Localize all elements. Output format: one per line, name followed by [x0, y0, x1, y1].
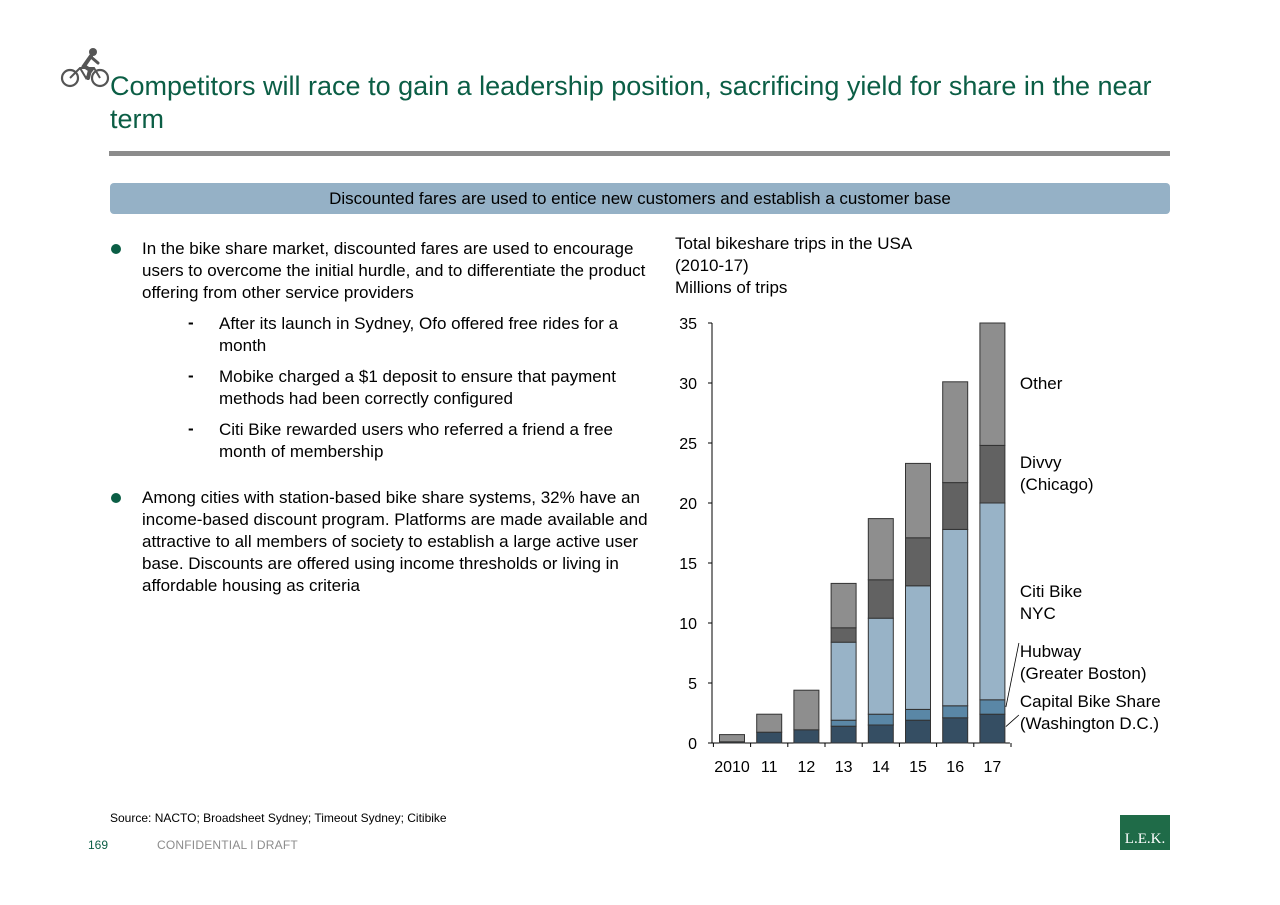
y-tick-label: 5 — [688, 676, 697, 693]
chart-subtitle: (2010-17) — [675, 256, 749, 275]
sub-bullet-item: - Citi Bike rewarded users who referred … — [142, 419, 648, 463]
bar-segment — [830, 627, 857, 643]
chart-title: Total bikeshare trips in the USA — [675, 234, 913, 253]
dash-icon: - — [188, 366, 194, 385]
bullet-text: Among cities with station-based bike sha… — [142, 488, 648, 595]
legend-label: Hubway — [1020, 642, 1082, 661]
bar-segment — [979, 444, 1006, 504]
bar-segment — [830, 582, 857, 629]
bar-segment — [867, 518, 894, 581]
sub-bullet-item: - Mobike charged a $1 deposit to ensure … — [142, 366, 648, 410]
bullet-item: In the bike share market, discounted far… — [108, 238, 648, 463]
legend-label: Citi Bike — [1020, 582, 1082, 601]
bar-segment — [905, 585, 931, 710]
bar-segment — [905, 537, 931, 587]
bullet-dot-icon — [111, 244, 121, 254]
x-tick-label: 14 — [872, 759, 890, 776]
page-title: Competitors will race to gain a leadersh… — [110, 71, 1152, 134]
x-tick-label: 16 — [946, 759, 964, 776]
y-tick-label: 15 — [679, 556, 697, 573]
bar-segment — [793, 729, 820, 744]
bar-segment — [867, 579, 894, 619]
y-tick-label: 0 — [688, 736, 697, 753]
bar-segment — [830, 719, 857, 727]
x-tick-label: 13 — [835, 759, 853, 776]
bar-segment — [867, 617, 894, 715]
bar-segment — [979, 322, 1006, 446]
y-tick-label: 30 — [679, 376, 697, 393]
legend-label: Divvy — [1020, 453, 1062, 472]
bar-segment — [942, 482, 969, 530]
dash-icon: - — [188, 313, 194, 332]
bar-segment — [942, 528, 969, 707]
bar-segment — [905, 708, 931, 721]
sub-bullet-text: Mobike charged a $1 deposit to ensure th… — [219, 367, 616, 408]
bar-segment — [793, 689, 820, 731]
legend-label: (Chicago) — [1020, 475, 1094, 494]
x-tick-label: 15 — [909, 759, 927, 776]
bullet-list: In the bike share market, discounted far… — [108, 238, 648, 597]
bar-segment — [942, 717, 969, 744]
sub-bullet-item: - After its launch in Sydney, Ofo offere… — [142, 313, 648, 357]
leader-line — [1005, 642, 1020, 708]
x-tick-label: 12 — [798, 759, 816, 776]
bar-segment — [830, 641, 857, 721]
bar-segment — [905, 462, 931, 539]
legend-label: NYC — [1020, 604, 1056, 623]
bar-segment — [719, 734, 745, 743]
y-tick-label: 10 — [679, 616, 697, 633]
bar-segment — [756, 713, 783, 733]
bar-segment — [942, 705, 969, 719]
bullet-text: In the bike share market, discounted far… — [142, 239, 646, 302]
bar-segment — [830, 725, 857, 744]
leader-line — [1005, 714, 1020, 727]
y-tick-label: 20 — [679, 496, 697, 513]
lek-logo: L.E.K. — [1120, 815, 1170, 850]
legend-label: Capital Bike Share — [1020, 692, 1161, 711]
bar-segment — [942, 381, 969, 484]
page-number: 169 — [88, 838, 109, 852]
confidentiality-label: CONFIDENTIAL l DRAFT — [157, 838, 298, 852]
legend-label: Other — [1020, 374, 1063, 393]
sub-bullet-text: After its launch in Sydney, Ofo offered … — [219, 314, 619, 355]
chart-y-label: Millions of trips — [675, 278, 788, 297]
y-tick-label: 35 — [679, 316, 697, 333]
bar-segment — [905, 719, 931, 744]
bar-segment — [867, 713, 894, 726]
x-tick-label: 17 — [984, 759, 1002, 776]
sub-bullet-text: Citi Bike rewarded users who referred a … — [219, 420, 614, 461]
bar-segment — [979, 699, 1006, 715]
chart-title-block: Total bikeshare trips in the USA (2010-1… — [675, 233, 1035, 299]
bullet-item: Among cities with station-based bike sha… — [108, 487, 648, 597]
bar-segment — [979, 502, 1006, 701]
y-tick-label: 25 — [679, 436, 697, 453]
title-divider — [109, 151, 1170, 156]
legend-label: (Greater Boston) — [1020, 664, 1147, 683]
bar-segment — [867, 724, 894, 744]
section-banner: Discounted fares are used to entice new … — [110, 183, 1170, 214]
stacked-bar-chart: 0 5 10 15 20 25 30 35 2010 11 12 13 14 15 16 17 Other Div… — [679, 316, 1161, 776]
bar-segment — [979, 713, 1006, 744]
bullet-dot-icon — [111, 493, 121, 503]
source-note: Source: NACTO; Broadsheet Sydney; Timeou… — [110, 811, 447, 825]
dash-icon: - — [188, 419, 194, 438]
cyclist-icon — [60, 48, 110, 88]
x-tick-label: 2010 — [714, 759, 750, 776]
legend-label: (Washington D.C.) — [1020, 714, 1159, 733]
bar-segment — [756, 731, 783, 744]
x-tick-label: 11 — [761, 759, 778, 776]
